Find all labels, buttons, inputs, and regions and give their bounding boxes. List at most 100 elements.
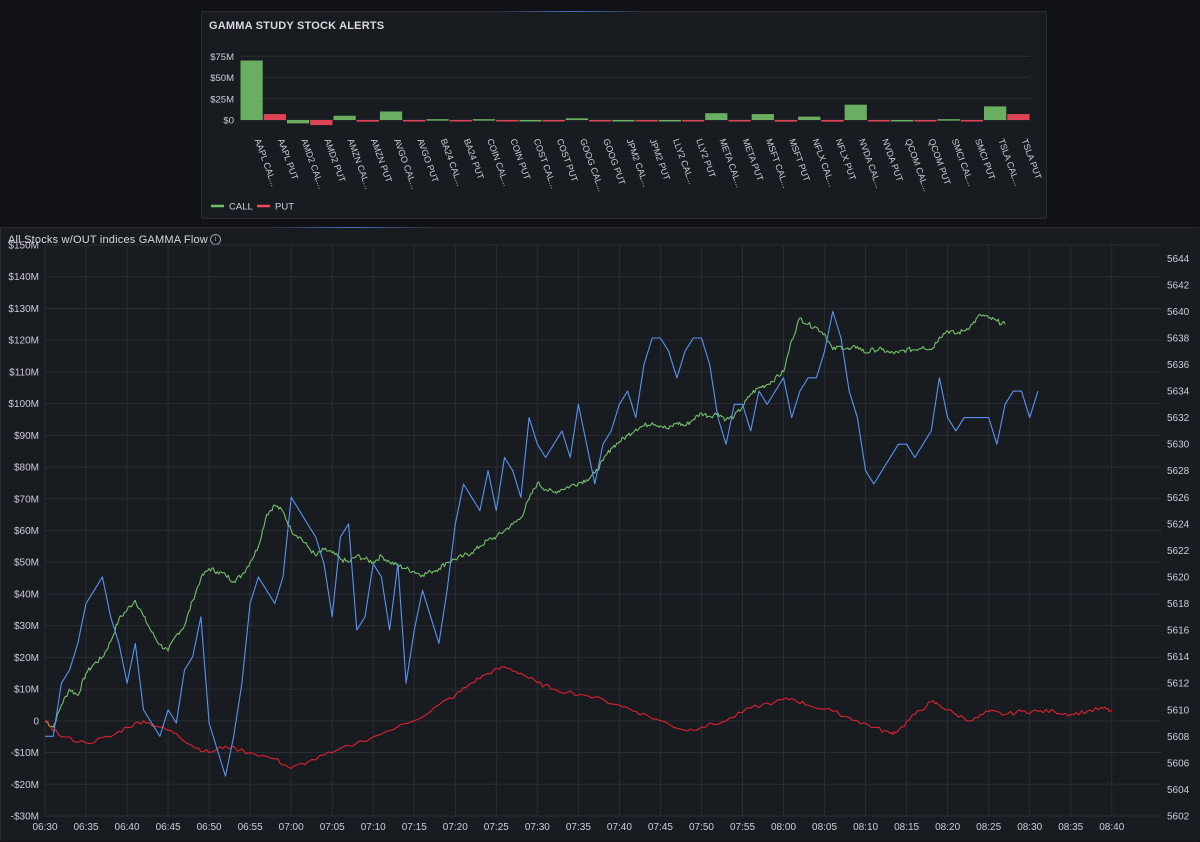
bar-qcom-put [914, 120, 937, 122]
bar-msft-put [774, 120, 798, 122]
bar-category-label: AAPL PUT [276, 137, 300, 181]
bar-goog-cal- [565, 118, 589, 120]
y-left-tick-label: 0 [33, 716, 39, 727]
bar-category-label: TSLA PUT [1020, 137, 1044, 181]
bar-category-label: BA24 PUT [462, 137, 486, 181]
y-left-tick-label: $90M [14, 431, 39, 442]
x-tick-label: 06:40 [115, 822, 140, 833]
x-tick-label: 07:00 [279, 822, 304, 833]
y-left-tick-label: $10M [14, 685, 39, 696]
bar-msft-cal- [751, 114, 774, 120]
bar-category-label: AMZN PUT [369, 137, 394, 184]
y-right-tick-label: 5606 [1167, 758, 1190, 769]
bar-nflx-put [821, 120, 844, 122]
bar-meta-cal- [705, 113, 728, 120]
y-right-tick-label: 5644 [1167, 254, 1190, 265]
bar-category-label: LLY2 CAL... [671, 137, 697, 185]
bar-y-tick-label: $75M [210, 52, 234, 63]
x-tick-label: 08:40 [1099, 822, 1124, 833]
y-right-tick-label: 5636 [1167, 360, 1190, 371]
bar-meta-put [728, 120, 751, 122]
top-panel-title[interactable]: GAMMA STUDY STOCK ALERTS [209, 20, 385, 32]
main-panel-title[interactable]: All Stocks w/OUT indices GAMMA Flow [8, 234, 208, 246]
y-left-tick-label: $60M [14, 526, 39, 537]
gamma-flow-panel: All Stocks w/OUT indices GAMMA Flow i $1… [0, 227, 1200, 841]
y-right-tick-label: 5614 [1167, 652, 1190, 663]
x-tick-label: 08:15 [894, 822, 919, 833]
y-left-tick-label: $140M [8, 272, 39, 283]
bar-cost-cal- [519, 120, 542, 122]
bar-goog-put [589, 120, 612, 122]
panel-glow-decoration [271, 227, 431, 228]
bar-category-label: AVGO CAL... [392, 137, 419, 190]
bar-category-label: JPM2 CAL... [625, 137, 652, 188]
y-right-tick-label: 5620 [1167, 572, 1190, 583]
bar-category-label: COIN CAL... [485, 137, 512, 187]
y-left-tick-label: $120M [8, 336, 39, 347]
bar-category-label: COST CAL... [532, 137, 559, 190]
bar-category-label: AMD2 PUT [322, 137, 347, 184]
x-tick-label: 08:30 [1017, 822, 1042, 833]
legend-label-put: PUT [275, 202, 294, 213]
x-tick-label: 07:45 [648, 822, 673, 833]
bar-jpm2-put [635, 120, 658, 122]
bar-category-label: META CAL... [717, 137, 744, 189]
bar-category-label: SMCI PUT [973, 137, 997, 181]
y-left-tick-label: $110M [9, 367, 39, 378]
x-tick-label: 07:50 [689, 822, 714, 833]
x-tick-label: 07:25 [484, 822, 509, 833]
x-tick-label: 07:15 [402, 822, 427, 833]
x-tick-label: 07:35 [566, 822, 591, 833]
y-right-tick-label: 5640 [1167, 307, 1190, 318]
bar-ba24-put [449, 120, 472, 122]
bar-category-label: COST PUT [555, 137, 580, 183]
series-line-spot [45, 310, 1039, 777]
panel-glow-decoration [502, 11, 642, 12]
x-tick-label: 06:50 [197, 822, 222, 833]
bar-category-label: AAPL CAL... [253, 137, 280, 188]
bar-category-label: MSFT CAL... [764, 137, 791, 189]
y-right-tick-label: 5610 [1167, 705, 1190, 716]
y-left-tick-label: $70M [14, 494, 39, 505]
bar-tsla-put [1007, 114, 1030, 120]
bar-amzn-put [356, 120, 379, 122]
bar-y-tick-label: $0 [223, 116, 234, 127]
bar-category-label: SMCI CAL... [950, 137, 977, 187]
x-tick-label: 08:35 [1058, 822, 1083, 833]
bar-category-label: NVDA CAL... [857, 137, 884, 189]
stock-alerts-bar-chart: $75M $50M $25M $0 AAPL CAL...AAPL PUT AMD2 CA… [210, 52, 1044, 213]
bar-ba24-cal- [426, 119, 449, 121]
bar-category-label: AVGO PUT [415, 137, 440, 184]
y-right-tick-label: 5634 [1167, 387, 1190, 398]
y-right-tick-label: 5616 [1167, 626, 1190, 637]
y-left-tick-label: $100M [8, 399, 39, 410]
bar-cost-put [542, 120, 565, 122]
y-left-tick-label: $20M [14, 653, 39, 664]
legend-label-call: CALL [229, 202, 253, 213]
bar-category-label: JPM2 PUT [648, 137, 672, 182]
x-tick-label: 07:30 [525, 822, 550, 833]
stock-alerts-panel: GAMMA STUDY STOCK ALERTS $75M $50M $25M $0 A… [201, 11, 1047, 219]
bar-category-label: COIN PUT [508, 137, 532, 181]
y-right-tick-label: 5622 [1167, 546, 1190, 557]
bar-avgo-put [403, 120, 426, 122]
y-left-tick-label: -$30M [11, 812, 39, 823]
y-right-tick-label: 5632 [1167, 413, 1190, 424]
x-tick-label: 07:40 [607, 822, 632, 833]
bar-category-label: NFLX PUT [834, 137, 858, 182]
x-tick-label: 07:55 [730, 822, 755, 833]
bar-category-label: NVDA PUT [880, 137, 905, 183]
bar-category-label: BA24 CAL... [439, 137, 465, 187]
x-tick-label: 08:10 [853, 822, 878, 833]
bar-coin-cal- [472, 119, 496, 121]
bar-category-label: AMZN CAL... [346, 137, 374, 190]
bar-y-tick-label: $50M [210, 73, 234, 84]
x-tick-label: 07:10 [361, 822, 386, 833]
x-tick-label: 08:05 [812, 822, 837, 833]
bar-amzn-cal- [333, 115, 356, 120]
bar-amd2-cal- [286, 120, 310, 124]
series-line-call [44, 313, 1006, 728]
x-tick-label: 06:45 [156, 822, 181, 833]
bar-avgo-cal- [379, 111, 403, 120]
bar-y-tick-label: $25M [210, 94, 234, 105]
